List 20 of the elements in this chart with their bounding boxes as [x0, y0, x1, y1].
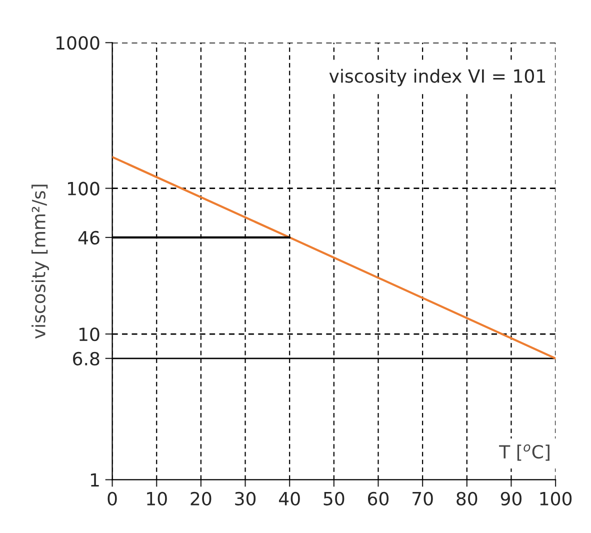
x-tick-label: 90 [500, 492, 522, 506]
x-tick-label: 60 [368, 492, 389, 506]
x-tick-label: 30 [235, 492, 256, 506]
annotation: viscosity index VI = 101 [329, 68, 546, 86]
x-tick-label: 0 [108, 492, 117, 506]
y-tick-label: 10 [79, 327, 100, 342]
y-tick-label: 1 [90, 473, 99, 487]
x-axis-title: T [$^{o}$C] [499, 444, 550, 461]
y-tick-label: 6.8 [73, 352, 100, 366]
x-tick-label: 80 [456, 492, 478, 506]
x-tick-label: 20 [190, 492, 212, 506]
x-tick-label: 10 [147, 492, 167, 506]
y-tick-label: 46 [78, 230, 100, 245]
y-tick-label: 1000 [56, 36, 100, 50]
x-tick-label: 70 [412, 492, 433, 506]
x-tick-label: 40 [278, 492, 300, 506]
y-axis-title: viscosity [mm²/s] [32, 184, 49, 339]
x-tick-label: 50 [324, 492, 344, 506]
y-tick-label: 100 [68, 182, 100, 196]
x-tick-label: 100 [540, 492, 572, 506]
